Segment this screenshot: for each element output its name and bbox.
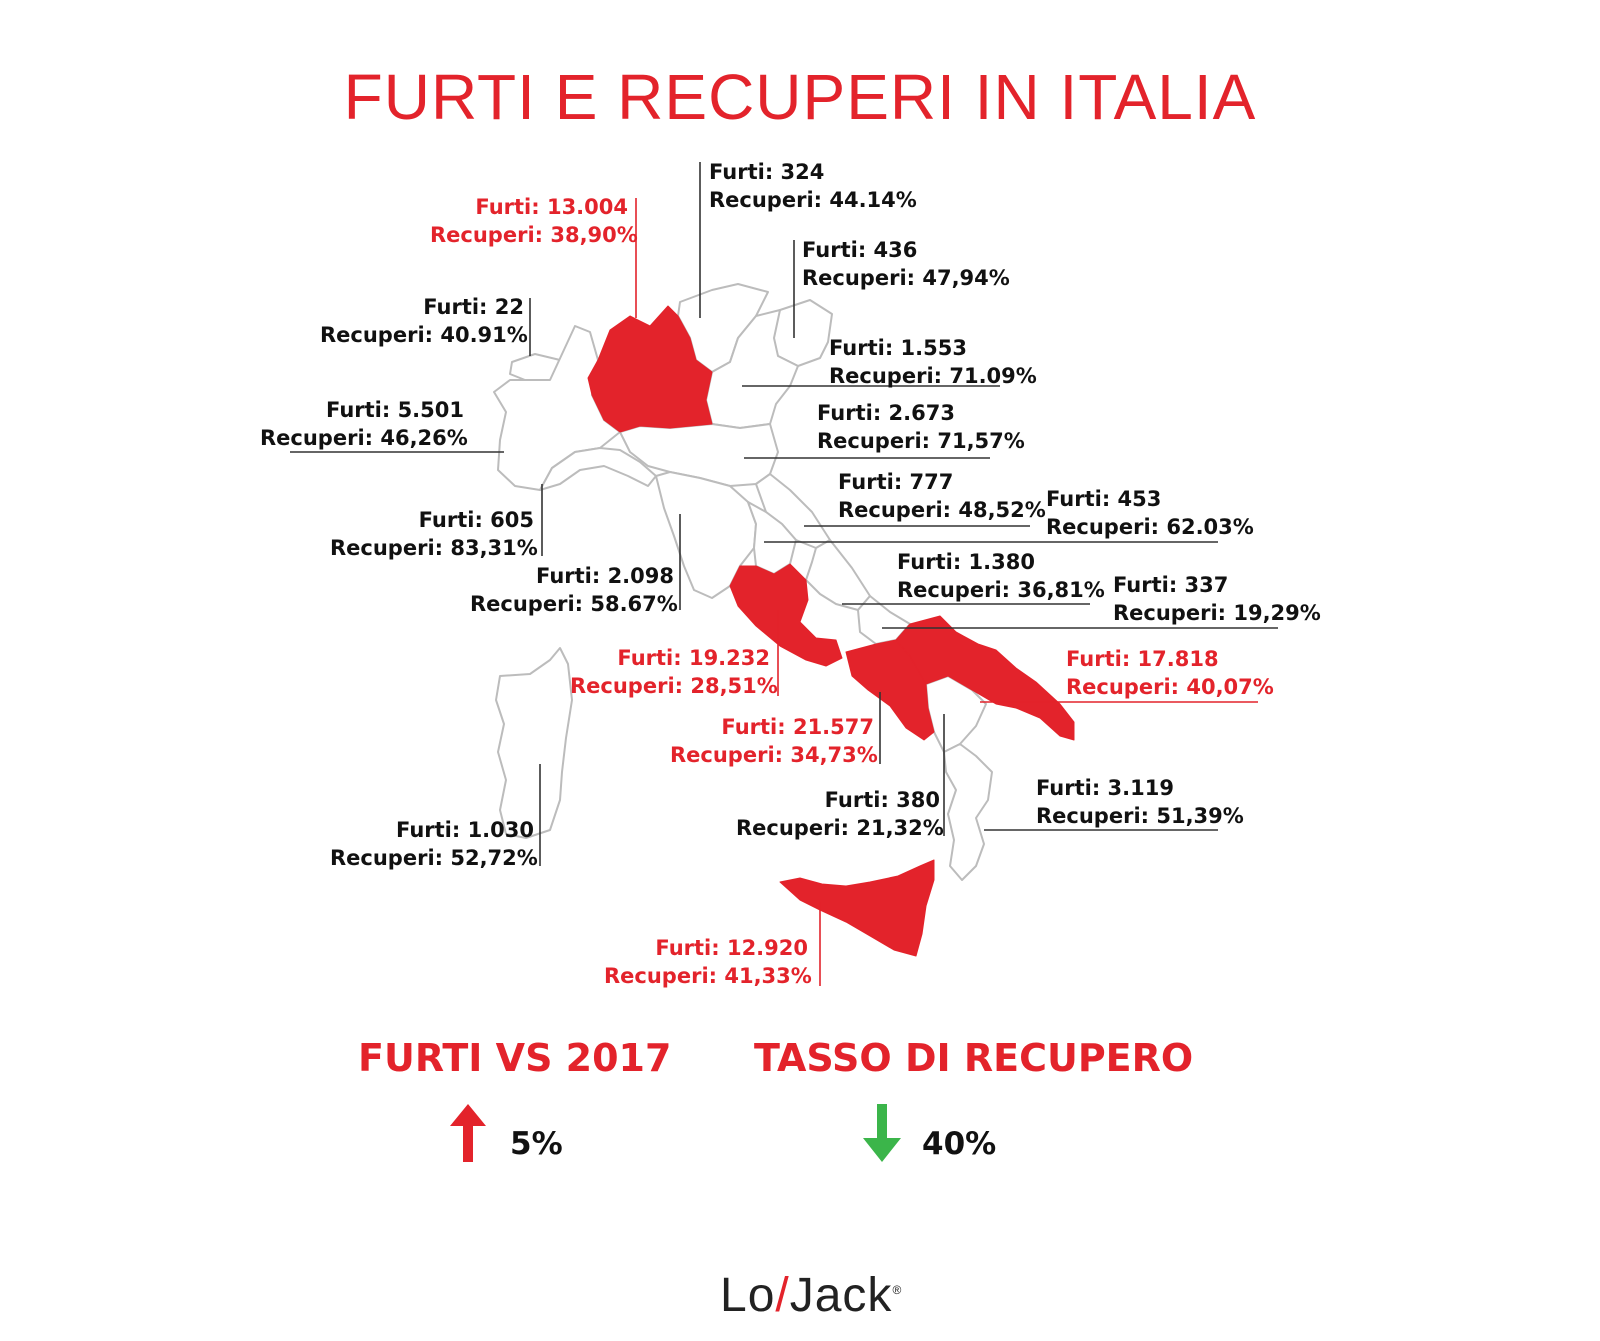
recuperi-value: Recuperi: 83,31% <box>330 536 538 560</box>
furti-value: Furti: 13.004 <box>475 195 628 219</box>
brand-name-left: Lo <box>720 1269 776 1322</box>
furti-value: Furti: 22 <box>423 295 524 319</box>
furti-value: Furti: 3.119 <box>1036 776 1174 800</box>
furti-value: Furti: 5.501 <box>326 398 464 422</box>
label-sardegna: Furti: 1.030 Recuperi: 52,72% <box>330 816 538 872</box>
region-abruzzo <box>805 539 871 611</box>
recuperi-value: Recuperi: 47,94% <box>802 266 1010 290</box>
arrow-down-icon <box>863 1104 901 1162</box>
recuperi-value: Recuperi: 40.91% <box>320 323 528 347</box>
furti-value: Furti: 12.920 <box>655 936 808 960</box>
label-basilicata: Furti: 380 Recuperi: 21,32% <box>736 786 944 842</box>
region-sicilia <box>779 859 935 957</box>
region-calabria <box>943 743 993 881</box>
recuperi-value: Recuperi: 58.67% <box>470 592 678 616</box>
recuperi-value: Recuperi: 71.09% <box>829 364 1037 388</box>
recuperi-value: Recuperi: 36,81% <box>897 578 1105 602</box>
label-toscana: Furti: 2.098 Recuperi: 58.67% <box>470 562 678 618</box>
recuperi-value: Recuperi: 19,29% <box>1113 601 1321 625</box>
furti-value: Furti: 777 <box>838 470 954 494</box>
label-puglia: Furti: 17.818 Recuperi: 40,07% <box>1066 645 1274 701</box>
region-lazio <box>729 563 843 667</box>
label-molise: Furti: 337 Recuperi: 19,29% <box>1113 571 1321 627</box>
furti-vs-2017-title: FURTI VS 2017 <box>358 1036 672 1080</box>
tasso-recupero-title: TASSO DI RECUPERO <box>754 1036 1194 1080</box>
label-valle-daosta: Furti: 22 Recuperi: 40.91% <box>320 293 528 349</box>
furti-value: Furti: 380 <box>824 788 940 812</box>
label-lazio: Furti: 19.232 Recuperi: 28,51% <box>570 644 778 700</box>
label-abruzzo: Furti: 1.380 Recuperi: 36,81% <box>897 548 1105 604</box>
label-piemonte: Furti: 5.501 Recuperi: 46,26% <box>260 396 468 452</box>
region-sardegna <box>495 647 573 839</box>
label-marche: Furti: 777 Recuperi: 48,52% <box>838 468 1046 524</box>
recuperi-value: Recuperi: 40,07% <box>1066 675 1274 699</box>
label-friuli: Furti: 436 Recuperi: 47,94% <box>802 236 1010 292</box>
lojack-logo: Lo/Jack® <box>720 1268 902 1323</box>
region-puglia <box>895 615 1075 741</box>
recuperi-value: Recuperi: 34,73% <box>670 743 878 767</box>
recupero-change-value: 40% <box>922 1126 997 1162</box>
label-trentino: Furti: 324 Recuperi: 44.14% <box>709 158 917 214</box>
label-sicilia: Furti: 12.920 Recuperi: 41,33% <box>604 934 812 990</box>
furti-change-value: 5% <box>510 1126 563 1162</box>
recuperi-value: Recuperi: 28,51% <box>570 674 778 698</box>
region-lombardia <box>587 305 713 433</box>
recuperi-value: Recuperi: 21,32% <box>736 816 944 840</box>
recuperi-value: Recuperi: 46,26% <box>260 426 468 450</box>
registered-mark: ® <box>892 1283 903 1297</box>
furti-value: Furti: 1.030 <box>396 818 534 842</box>
furti-value: Furti: 19.232 <box>617 646 770 670</box>
label-calabria: Furti: 3.119 Recuperi: 51,39% <box>1036 774 1244 830</box>
furti-value: Furti: 2.673 <box>817 401 955 425</box>
furti-value: Furti: 21.577 <box>721 715 874 739</box>
recuperi-value: Recuperi: 71,57% <box>817 429 1025 453</box>
furti-value: Furti: 605 <box>418 508 534 532</box>
recuperi-value: Recuperi: 41,33% <box>604 964 812 988</box>
label-umbria: Furti: 453 Recuperi: 62.03% <box>1046 485 1254 541</box>
label-veneto: Furti: 1.553 Recuperi: 71.09% <box>829 334 1037 390</box>
recuperi-value: Recuperi: 44.14% <box>709 188 917 212</box>
label-emilia-romagna: Furti: 2.673 Recuperi: 71,57% <box>817 399 1025 455</box>
furti-value: Furti: 2.098 <box>536 564 674 588</box>
label-lombardia: Furti: 13.004 Recuperi: 38,90% <box>430 193 638 249</box>
label-liguria: Furti: 605 Recuperi: 83,31% <box>330 506 538 562</box>
furti-value: Furti: 453 <box>1046 487 1162 511</box>
label-campania: Furti: 21.577 Recuperi: 34,73% <box>670 713 878 769</box>
arrow-up-icon <box>450 1104 486 1162</box>
recuperi-value: Recuperi: 62.03% <box>1046 515 1254 539</box>
furti-value: Furti: 1.553 <box>829 336 967 360</box>
brand-slash: / <box>775 1269 790 1322</box>
brand-name-right: Jack <box>789 1269 893 1322</box>
furti-value: Furti: 324 <box>709 160 825 184</box>
furti-value: Furti: 17.818 <box>1066 647 1219 671</box>
furti-value: Furti: 1.380 <box>897 550 1035 574</box>
furti-value: Furti: 436 <box>802 238 918 262</box>
recuperi-value: Recuperi: 48,52% <box>838 498 1046 522</box>
recuperi-value: Recuperi: 51,39% <box>1036 804 1244 828</box>
furti-value: Furti: 337 <box>1113 573 1229 597</box>
recuperi-value: Recuperi: 52,72% <box>330 846 538 870</box>
page-title: FURTI E RECUPERI IN ITALIA <box>343 61 1257 133</box>
recuperi-value: Recuperi: 38,90% <box>430 223 638 247</box>
